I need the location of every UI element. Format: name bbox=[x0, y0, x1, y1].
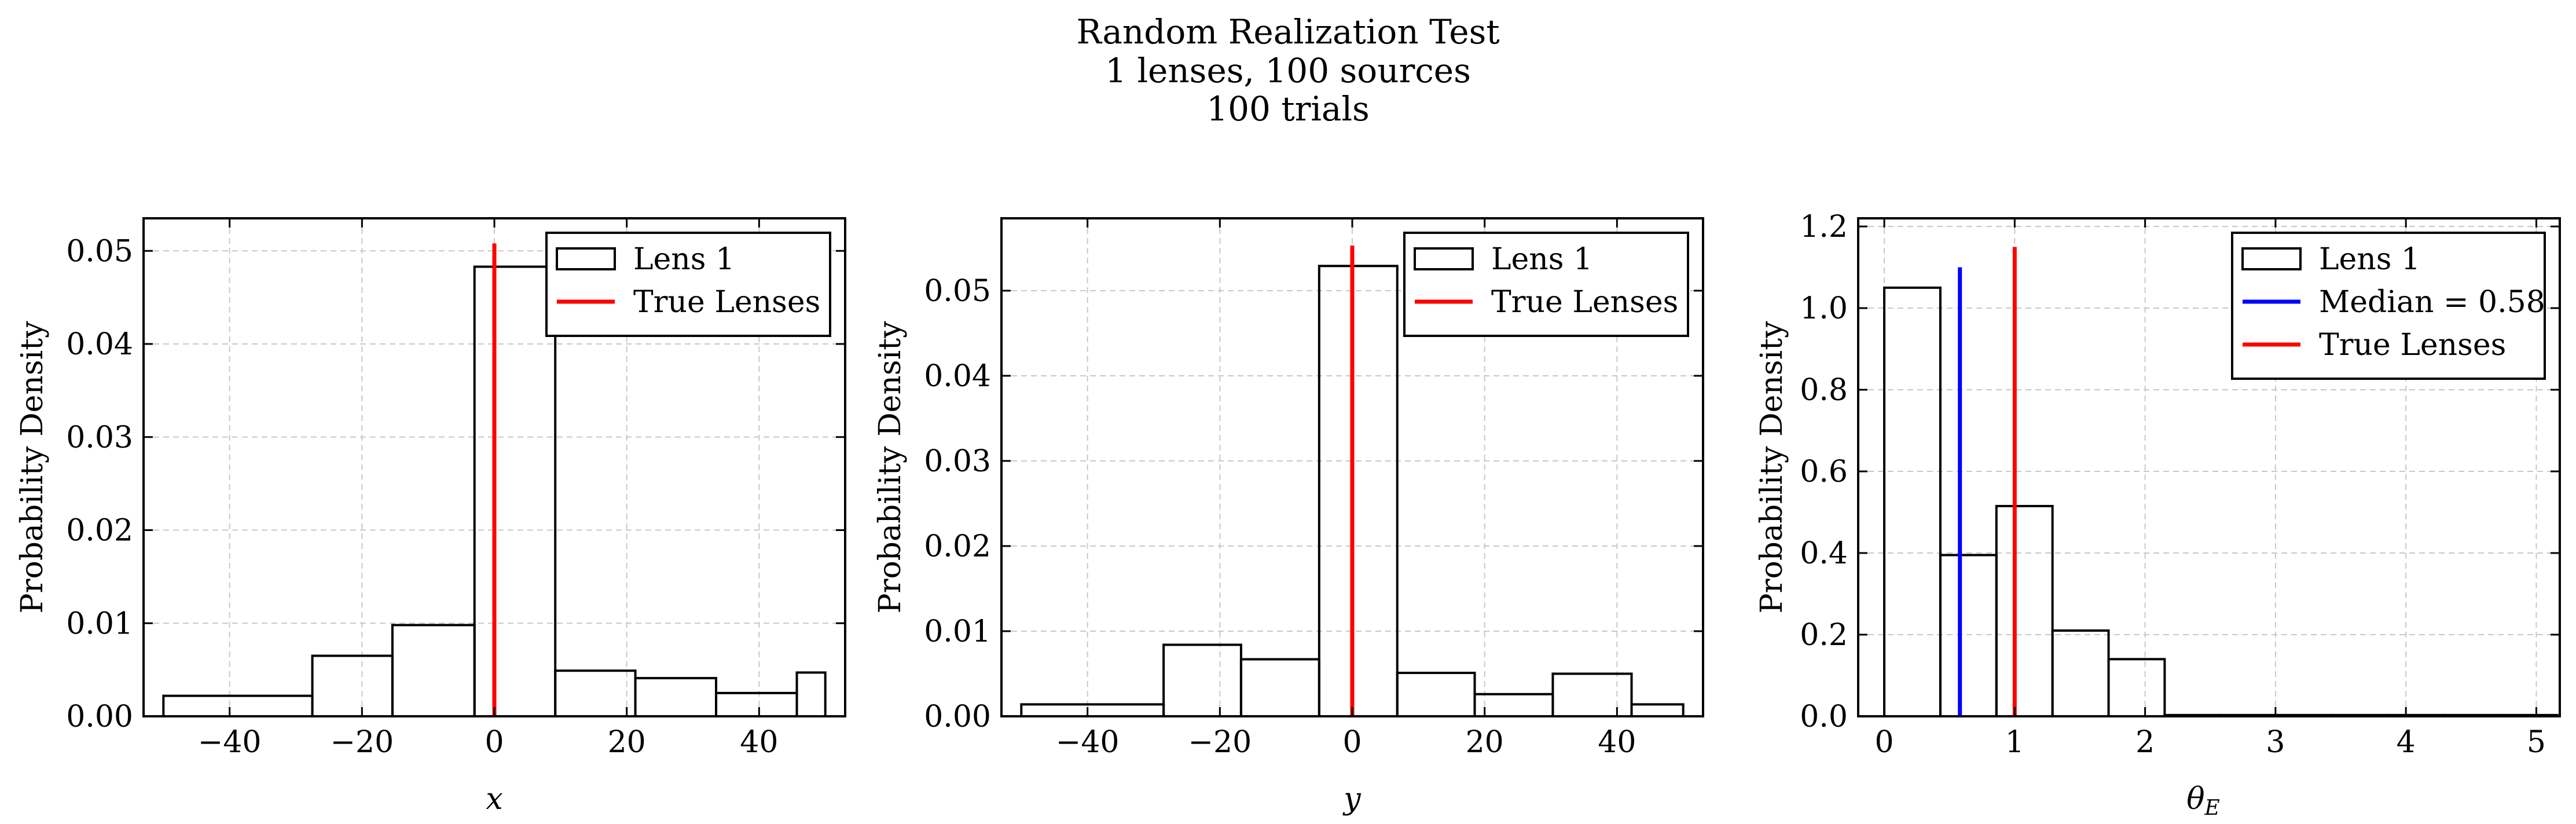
figure-title-line-3: 100 trials bbox=[1206, 89, 1370, 129]
histogram-bar bbox=[1239, 658, 1320, 717]
x-tick-label: −20 bbox=[1188, 725, 1252, 760]
figure-title-line-2: 1 lenses, 100 sources bbox=[1105, 51, 1471, 90]
x-tick-label: 4 bbox=[2397, 725, 2416, 760]
x-tick-label: −40 bbox=[1056, 725, 1120, 760]
y-tick-label: 0.05 bbox=[66, 234, 133, 269]
legend-label: True Lenses bbox=[2319, 328, 2506, 362]
y-tick-label: 0.02 bbox=[924, 529, 991, 564]
y-tick-label: 0.03 bbox=[924, 444, 991, 479]
x-tick-label: 0 bbox=[485, 725, 504, 760]
x-tick-label: 20 bbox=[1466, 725, 1504, 760]
histogram-bar bbox=[715, 691, 798, 718]
legend-label: Lens 1 bbox=[1491, 242, 1592, 277]
y-tick-label: 0.05 bbox=[924, 274, 991, 309]
legend: Lens 1 True Lenses bbox=[545, 232, 831, 337]
x-axis-label: θE bbox=[2186, 782, 2220, 820]
histogram-bar bbox=[473, 265, 557, 717]
histogram-bar bbox=[1630, 703, 1685, 718]
x-tick-label: 40 bbox=[1598, 725, 1636, 760]
y-tick-label: 0.0 bbox=[1800, 700, 1848, 734]
legend-swatch-box bbox=[1414, 247, 1474, 270]
x-tick-label: 20 bbox=[608, 725, 646, 760]
histogram-bar bbox=[1318, 265, 1399, 718]
y-tick-label: 1.0 bbox=[1800, 291, 1848, 326]
x-tick-label: 0 bbox=[1342, 725, 1362, 760]
y-tick-label: 0.8 bbox=[1800, 373, 1848, 408]
figure-title-line-1: Random Realization Test bbox=[1076, 12, 1499, 52]
y-axis-label: Probability Density bbox=[873, 321, 908, 614]
y-tick-label: 0.02 bbox=[66, 514, 133, 548]
x-axis-label: x bbox=[486, 782, 502, 816]
y-tick-label: 0.4 bbox=[1800, 536, 1848, 571]
histogram-bar bbox=[634, 677, 718, 718]
axes-frame bbox=[1857, 217, 2561, 717]
histogram-bar bbox=[1939, 554, 1998, 717]
chart-panel-2: −40 −20 0 20 40 0.00 0.01 0.02 0.03 0.04 0.05 Proba… bbox=[873, 217, 1704, 816]
histogram-bar bbox=[1551, 672, 1633, 717]
x-tick-label: 5 bbox=[2527, 725, 2546, 760]
histogram-bar bbox=[1995, 504, 2054, 717]
legend-swatch-box bbox=[2241, 247, 2302, 270]
y-axis-label: Probability Density bbox=[1755, 321, 1789, 614]
y-tick-label: 0.6 bbox=[1800, 455, 1848, 489]
y-tick-label: 0.2 bbox=[1800, 618, 1848, 653]
y-tick-label: 0.01 bbox=[924, 614, 991, 649]
x-tick-label: −40 bbox=[198, 725, 262, 760]
histogram-bar bbox=[795, 671, 827, 718]
legend-swatch-box bbox=[556, 247, 616, 270]
y-axis-label: Probability Density bbox=[15, 321, 50, 614]
histogram-bar bbox=[2051, 629, 2110, 717]
x-axis-label: y bbox=[1342, 782, 1361, 816]
legend-box bbox=[2231, 232, 2546, 380]
legend-label: True Lenses bbox=[633, 285, 820, 320]
y-tick-label: 0.00 bbox=[924, 700, 991, 734]
legend-box bbox=[1403, 232, 1689, 337]
x-tick-label: −20 bbox=[330, 725, 394, 760]
histogram-bar bbox=[1020, 703, 1165, 718]
x-tick-label: 3 bbox=[2266, 725, 2285, 760]
histogram-bar bbox=[554, 669, 637, 717]
chart-panel-3: 0 1 2 3 4 5 0.0 0.2 0.4 0.6 0.8 1.0 1.2 Probability D… bbox=[1755, 210, 2561, 820]
legend: Lens 1 True Lenses bbox=[1403, 232, 1689, 337]
y-tick-label: 0.01 bbox=[66, 606, 133, 641]
histogram-bar bbox=[1396, 672, 1476, 717]
histogram-bar bbox=[2107, 658, 2166, 718]
y-tick-label: 0.04 bbox=[924, 359, 991, 394]
histogram-bar bbox=[162, 694, 314, 717]
legend-label: Lens 1 bbox=[633, 242, 735, 277]
legend: Lens 1 Median = 0.58 True Lenses bbox=[2231, 232, 2546, 380]
x-tick-label: 0 bbox=[1875, 725, 1894, 760]
chart-panels: −40 −20 0 20 400.000.010.020.030.040.05Proba… bbox=[15, 210, 2561, 820]
legend-box bbox=[545, 232, 831, 337]
x-tick-label: 40 bbox=[740, 725, 778, 760]
y-tick-label: 1.2 bbox=[1800, 210, 1848, 244]
legend-label: Lens 1 bbox=[2319, 242, 2420, 277]
x-tick-label: 2 bbox=[2135, 725, 2155, 760]
legend-label: True Lenses bbox=[1491, 285, 1678, 320]
histogram-bar bbox=[311, 654, 394, 718]
x-tick-label: 1 bbox=[2005, 725, 2024, 760]
legend-label: Median = 0.58 bbox=[2319, 285, 2545, 320]
y-tick-label: 0.03 bbox=[66, 420, 133, 455]
chart-panel-1: −40 −20 0 20 40 0.00 0.01 0.02 0.03 0.04 0.05 Proba… bbox=[15, 217, 846, 816]
y-tick-label: 0.04 bbox=[66, 327, 133, 362]
histogram-bar bbox=[1473, 693, 1554, 718]
histogram-bar bbox=[1883, 286, 1942, 717]
y-tick-label: 0.00 bbox=[66, 700, 133, 734]
histogram-bar bbox=[1162, 643, 1242, 717]
histogram-bar bbox=[391, 624, 476, 717]
